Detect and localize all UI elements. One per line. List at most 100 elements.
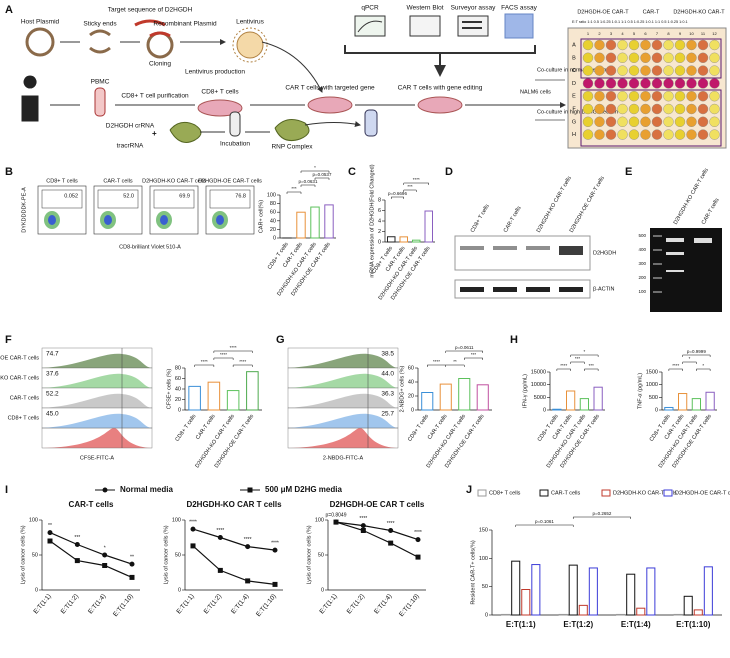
marker bbox=[388, 528, 394, 533]
marker bbox=[47, 538, 53, 544]
y-tick-label: 40 bbox=[175, 386, 181, 392]
y-tick-label: 20 bbox=[408, 393, 414, 399]
well bbox=[605, 52, 617, 63]
blot bbox=[454, 279, 591, 299]
plate-column: 12 bbox=[712, 31, 717, 36]
histogram bbox=[288, 413, 398, 428]
legend-label: 500 μM D2HG media bbox=[265, 485, 342, 494]
lane-label: CD8+ T cells bbox=[470, 203, 491, 233]
significance: p=0.1061 bbox=[535, 519, 554, 524]
y-tick-label: 100 bbox=[172, 517, 181, 523]
y-tick-label: 0 bbox=[178, 587, 181, 593]
lane-label: D2HGDH-KO CAR-T cells bbox=[536, 175, 573, 233]
y-axis-label: TNF-α (pg/mL) bbox=[637, 373, 643, 409]
significance: **** bbox=[230, 345, 237, 350]
plate-column: 5 bbox=[633, 31, 636, 36]
schematic-label: Western Blot bbox=[406, 5, 443, 12]
chart-title: D2HGDH-KO CAR T cells bbox=[186, 500, 282, 509]
well bbox=[582, 116, 594, 128]
marker bbox=[333, 519, 339, 525]
x-tick-label: E:T(1:4) bbox=[621, 620, 651, 629]
plate-header: CAR-T bbox=[643, 9, 660, 15]
axis-label: CFSE-FITC-A bbox=[80, 455, 115, 461]
gate bbox=[97, 189, 139, 209]
schematic-label: Incubation bbox=[220, 141, 250, 148]
ladder-label: 300 bbox=[638, 261, 646, 266]
significance: ** bbox=[130, 554, 134, 560]
y-tick-label: 2 bbox=[378, 229, 381, 235]
well bbox=[663, 52, 674, 63]
legend-label: CAR-T cells bbox=[551, 490, 580, 496]
flow-plot bbox=[205, 185, 255, 235]
x-tick-label: E:T(1:2) bbox=[203, 593, 223, 615]
well bbox=[663, 65, 674, 76]
ladder-label: 100 bbox=[638, 289, 646, 294]
schematic-label: Cloning bbox=[149, 61, 171, 68]
schematic-label: D2HGDH crRNA bbox=[106, 123, 155, 130]
significance: **** bbox=[433, 359, 440, 364]
flow-title: D2HGDH-OE CAR-T cells bbox=[198, 178, 262, 184]
flow-title: CAR-T cells bbox=[103, 178, 132, 184]
well bbox=[674, 103, 686, 115]
x-tick-label: E:T(1:1) bbox=[506, 620, 536, 629]
legend-swatch bbox=[601, 489, 611, 497]
well bbox=[674, 129, 686, 140]
schematic-label: CAR T cells with targeted gene bbox=[285, 85, 375, 92]
schematic-label: CAR T cells with gene editing bbox=[398, 85, 483, 92]
panel-letter: B bbox=[5, 166, 13, 178]
well bbox=[709, 103, 720, 115]
x-tick-label: E:T(1:10) bbox=[255, 593, 278, 618]
bar bbox=[616, 613, 626, 616]
y-tick-label: 100 bbox=[29, 517, 38, 523]
gel-band bbox=[666, 252, 684, 255]
hist-value: 25.7 bbox=[381, 411, 394, 418]
y-tick-label: 0 bbox=[35, 587, 38, 593]
well bbox=[594, 39, 605, 51]
plate-column: 8 bbox=[667, 31, 670, 36]
bar bbox=[521, 589, 531, 616]
plate-column: 2 bbox=[598, 31, 601, 36]
gel-band bbox=[666, 270, 684, 272]
well bbox=[697, 39, 709, 51]
well bbox=[640, 103, 651, 115]
bar bbox=[705, 391, 715, 411]
bar bbox=[324, 204, 334, 239]
plus-sign: + bbox=[152, 129, 157, 138]
well bbox=[594, 103, 605, 115]
well bbox=[674, 65, 686, 76]
bar bbox=[387, 236, 396, 243]
bar bbox=[626, 573, 636, 616]
bar bbox=[578, 604, 588, 616]
y-tick-label: 50 bbox=[318, 552, 324, 558]
gate-value: 69.9 bbox=[179, 193, 190, 199]
well bbox=[674, 39, 686, 51]
gate-value: 76.8 bbox=[235, 193, 246, 199]
well bbox=[594, 78, 605, 89]
chart-title: CAR-T cells bbox=[69, 500, 114, 509]
significance: *** bbox=[589, 363, 595, 368]
bar bbox=[421, 392, 434, 411]
well bbox=[617, 103, 628, 115]
histogram bbox=[42, 353, 152, 368]
marker bbox=[415, 554, 421, 560]
bar bbox=[558, 613, 568, 616]
plate-column: 6 bbox=[644, 31, 647, 36]
bar bbox=[476, 384, 489, 411]
line bbox=[49, 540, 133, 578]
plate-row: D bbox=[572, 81, 576, 87]
significance: **** bbox=[560, 363, 567, 368]
significance: p=0.6696 bbox=[388, 191, 407, 196]
well bbox=[582, 103, 594, 115]
significance: **** bbox=[672, 363, 679, 368]
well bbox=[697, 103, 709, 115]
hist-row bbox=[287, 427, 399, 449]
band-label: D2HGDH bbox=[593, 250, 616, 256]
plate-label: Co-culture in normal medium bbox=[537, 67, 608, 73]
well bbox=[640, 39, 651, 51]
well bbox=[628, 129, 640, 140]
x-tick-label: E:T(1:4) bbox=[230, 593, 250, 615]
well bbox=[651, 52, 663, 63]
significance-bracket bbox=[213, 350, 253, 353]
y-tick-label: 0 bbox=[321, 587, 324, 593]
